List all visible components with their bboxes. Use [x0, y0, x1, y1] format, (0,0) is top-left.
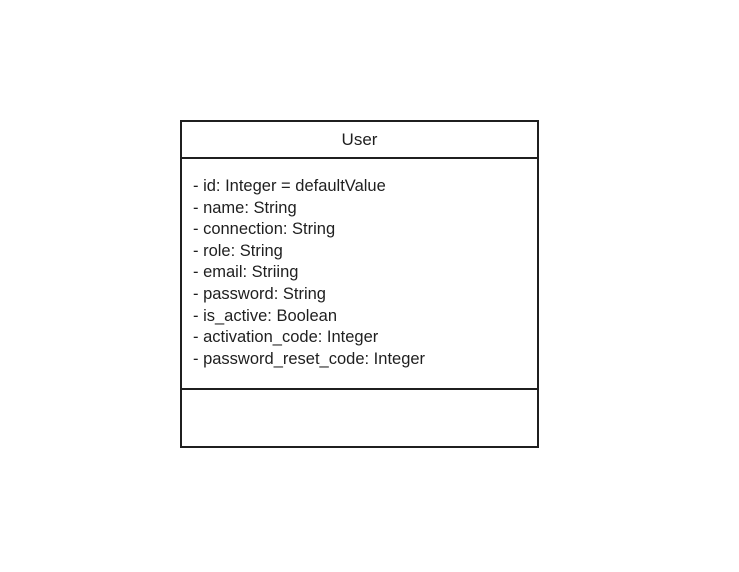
attribute-email: - email: Striing: [193, 263, 299, 282]
attribute-connection: - connection: String: [193, 220, 336, 239]
attributes-compartment: - id: Integer = defaultValue - name: Str…: [182, 159, 537, 390]
attribute-name: - name: String: [193, 198, 297, 217]
attribute-role: - role: String: [193, 241, 283, 260]
attribute-is-active: - is_active: Boolean: [193, 306, 337, 325]
attribute-id: - id: Integer = defaultValue: [193, 177, 386, 195]
attribute-activation-code: - activation_code: Integer: [193, 328, 379, 347]
uml-class-box[interactable]: User - id: Integer = defaultValue - name…: [180, 120, 539, 448]
attribute-password-reset-code: - password_reset_code: Integer: [193, 349, 426, 368]
operations-compartment: [182, 390, 537, 448]
class-name: User: [182, 122, 537, 159]
attribute-password: - password: String: [193, 284, 326, 303]
